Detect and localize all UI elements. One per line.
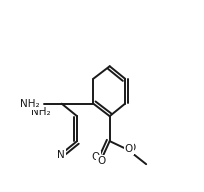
Text: O: O: [127, 143, 135, 153]
Text: O: O: [92, 152, 100, 162]
Text: NH₂: NH₂: [20, 99, 40, 109]
Text: NH₂: NH₂: [31, 107, 50, 117]
Text: N: N: [57, 150, 65, 160]
Text: N: N: [57, 150, 65, 160]
Text: O: O: [125, 144, 133, 154]
Text: O: O: [97, 156, 105, 166]
